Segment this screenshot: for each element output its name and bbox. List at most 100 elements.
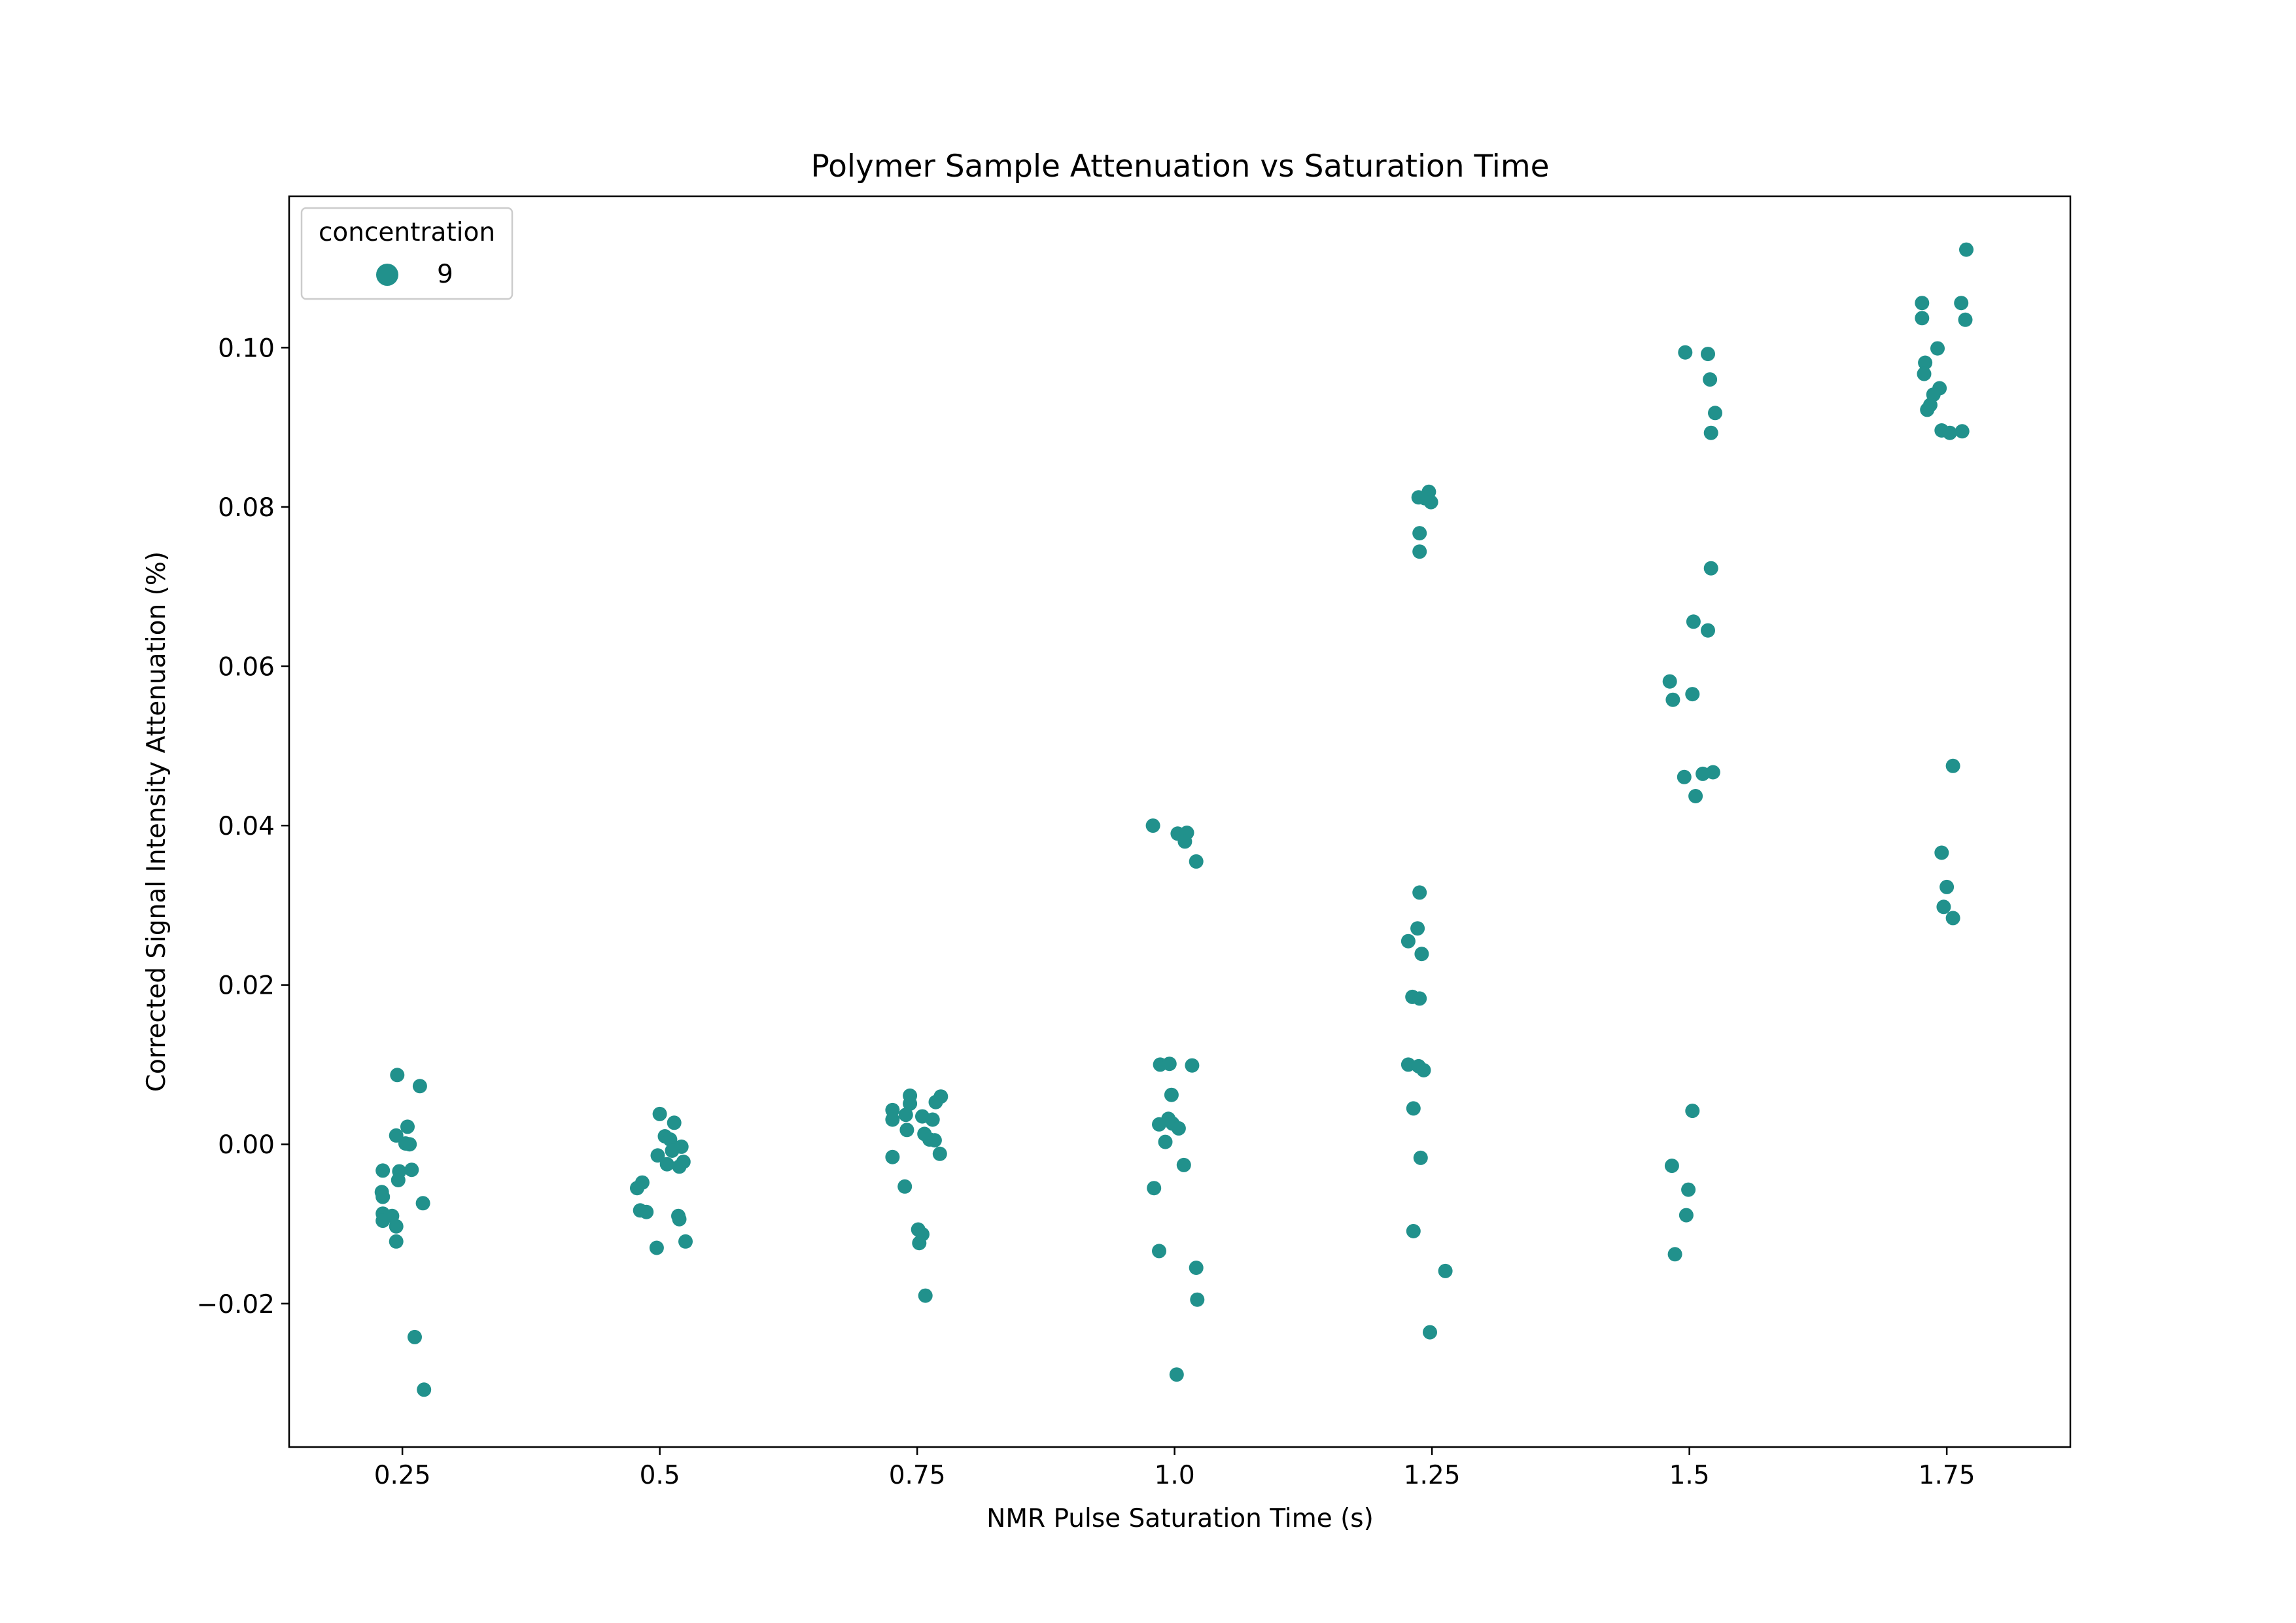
legend-marker: [376, 264, 398, 286]
y-tick-label: 0.06: [218, 653, 275, 682]
data-point: [390, 1068, 405, 1083]
data-point: [404, 1162, 419, 1178]
y-axis: −0.02 0.00 0.02 0.04 0.06 0.08 0.10: [196, 334, 289, 1319]
data-point: [1152, 1244, 1166, 1259]
data-point: [885, 1149, 900, 1164]
data-point: [1945, 758, 1960, 773]
data-point: [1701, 347, 1715, 362]
data-point: [1665, 692, 1680, 707]
data-point: [1920, 402, 1935, 417]
data-point: [1677, 769, 1692, 784]
data-point: [1423, 495, 1438, 510]
y-tick-label: 0.08: [218, 493, 275, 523]
data-point: [1416, 1063, 1431, 1077]
data-point: [927, 1133, 942, 1148]
data-point: [1701, 623, 1715, 638]
data-point: [415, 1196, 430, 1211]
data-point: [1177, 834, 1192, 849]
data-point: [1915, 296, 1930, 311]
data-point: [1169, 1367, 1184, 1382]
data-point: [672, 1212, 687, 1227]
plot-frame: [288, 195, 2072, 1448]
data-point: [932, 1146, 947, 1161]
x-tick-label: 1.0: [1155, 1461, 1195, 1490]
data-point: [1930, 341, 1945, 356]
legend-entry-label: 9: [437, 260, 453, 289]
data-point: [1189, 1261, 1204, 1275]
data-point: [1413, 1150, 1428, 1165]
data-point: [1162, 1056, 1177, 1072]
data-point: [1152, 1117, 1166, 1132]
y-tick-label: 0.02: [218, 971, 275, 1001]
data-point: [885, 1112, 900, 1127]
data-point: [903, 1096, 918, 1111]
data-point: [1412, 526, 1427, 541]
data-point: [1662, 674, 1677, 689]
data-point: [1412, 885, 1427, 900]
data-point: [1685, 687, 1700, 702]
data-point: [1164, 1087, 1179, 1102]
data-point: [1664, 1159, 1679, 1174]
data-point: [678, 1234, 693, 1249]
data-point: [1679, 1208, 1694, 1223]
y-tick-label: 0.04: [218, 812, 275, 841]
data-point: [375, 1163, 391, 1178]
y-tick-label: 0.10: [218, 334, 275, 363]
data-point: [391, 1173, 406, 1187]
legend-title: concentration: [319, 218, 495, 247]
data-point: [1681, 1182, 1696, 1197]
data-point: [1696, 766, 1711, 781]
data-point: [398, 1136, 413, 1151]
data-point: [899, 1123, 914, 1138]
data-point: [1412, 991, 1427, 1006]
data-point: [1406, 1101, 1421, 1116]
data-point: [1158, 1134, 1173, 1149]
data-point: [650, 1148, 665, 1163]
data-point: [1145, 818, 1160, 833]
data-point: [630, 1181, 644, 1196]
legend-frame: [300, 207, 513, 300]
data-point: [1917, 366, 1932, 381]
data-point: [375, 1213, 391, 1229]
data-point: [898, 1108, 913, 1123]
data-point: [1955, 424, 1970, 439]
legend: concentration 9: [300, 207, 513, 300]
data-point: [1942, 425, 1957, 440]
data-point: [412, 1079, 427, 1094]
x-tick-label: 1.75: [1919, 1461, 1975, 1490]
data-point: [1406, 1224, 1421, 1238]
x-tick-label: 0.75: [889, 1461, 946, 1490]
y-tick-label: 0.00: [218, 1130, 275, 1160]
data-point: [1667, 1247, 1682, 1262]
data-point: [1703, 372, 1718, 387]
data-point: [897, 1179, 913, 1194]
x-axis: 0.25 0.5 0.75 1.0 1.25 1.5 1.75: [374, 1447, 1975, 1490]
data-point: [375, 1189, 391, 1204]
data-point: [1703, 561, 1718, 576]
data-point: [1438, 1263, 1453, 1278]
data-point: [1708, 406, 1722, 421]
data-point: [1685, 1104, 1700, 1119]
data-point: [912, 1236, 927, 1251]
data-points: [374, 242, 1974, 1397]
data-point: [408, 1329, 422, 1344]
data-point: [1678, 345, 1693, 360]
data-point: [1410, 921, 1425, 936]
data-point: [389, 1234, 404, 1249]
data-point: [1171, 1121, 1186, 1136]
data-point: [1934, 845, 1949, 860]
data-point: [1423, 1325, 1437, 1340]
data-point: [1185, 1058, 1200, 1073]
data-point: [652, 1106, 667, 1121]
data-point: [1190, 1292, 1205, 1307]
data-point: [1945, 911, 1960, 926]
data-point: [1918, 355, 1933, 370]
data-point: [1147, 1181, 1162, 1196]
x-tick-label: 0.25: [374, 1461, 431, 1490]
data-point: [1954, 296, 1969, 311]
data-point: [649, 1240, 664, 1255]
data-point: [1688, 789, 1703, 803]
data-point: [1176, 1157, 1191, 1172]
data-point: [928, 1094, 943, 1109]
